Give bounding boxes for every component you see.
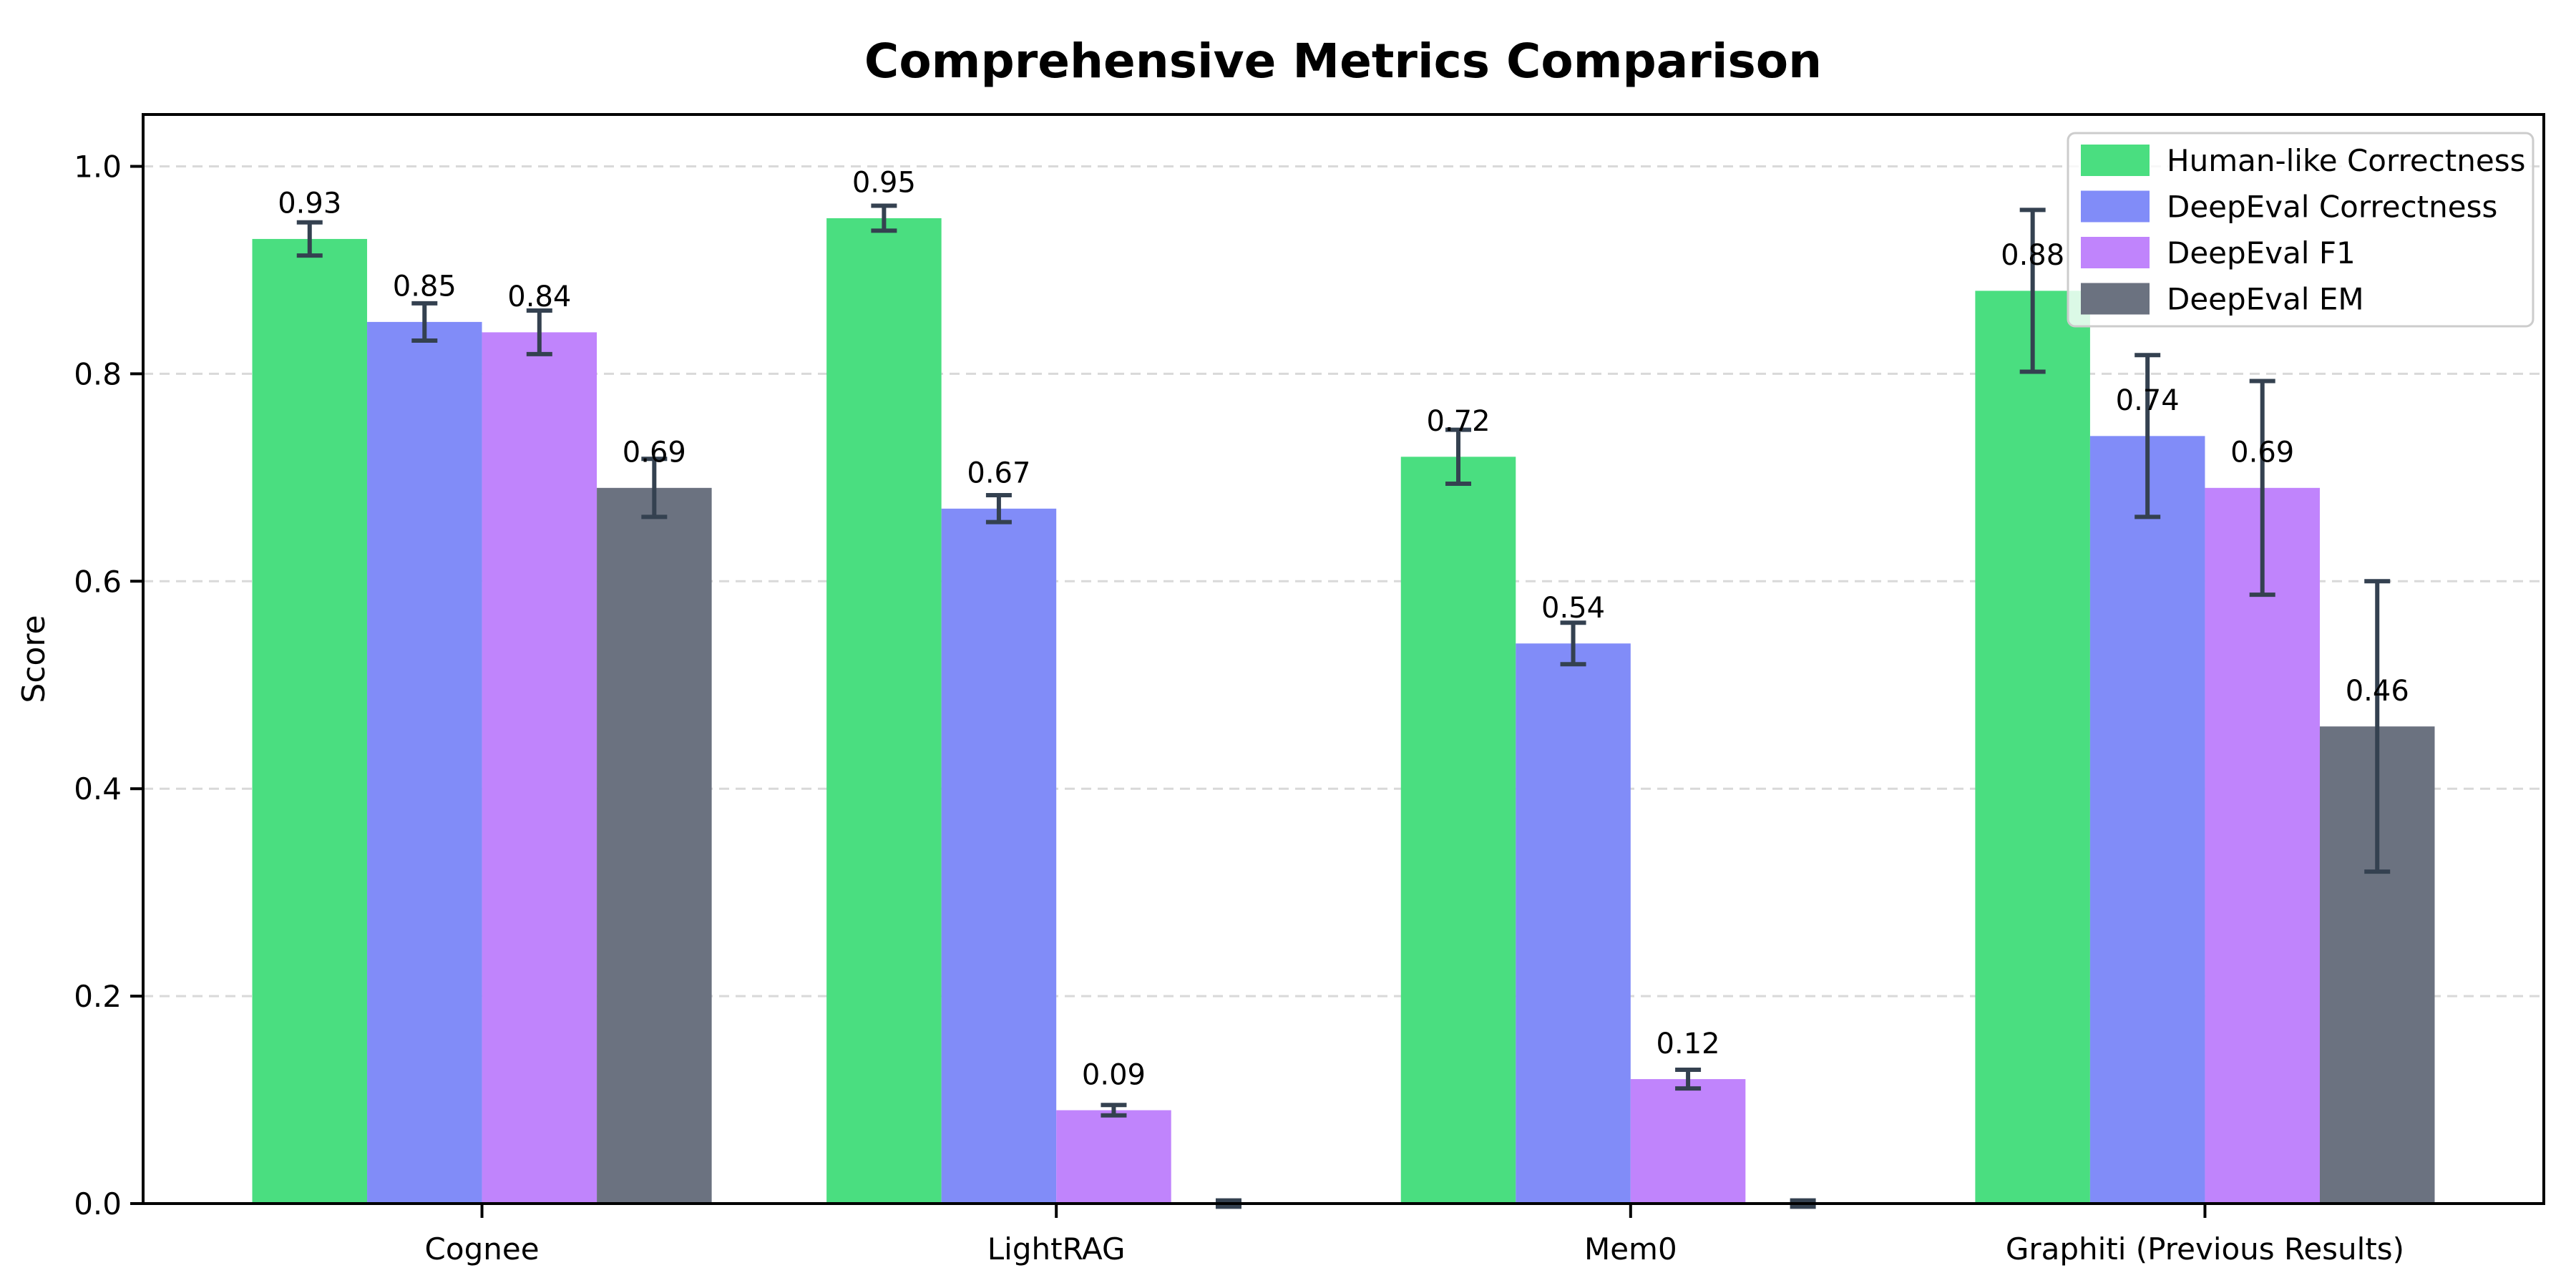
bar-value-label: 0.88 xyxy=(2001,239,2064,272)
bar-value-label: 0.69 xyxy=(623,436,686,469)
chart-title: Comprehensive Metrics Comparison xyxy=(864,34,1822,89)
legend-swatch xyxy=(2081,283,2150,315)
bar xyxy=(1975,291,2090,1204)
y-tick-label: 0.6 xyxy=(74,564,122,599)
y-tick-label: 0.0 xyxy=(74,1186,122,1221)
bar xyxy=(2089,436,2205,1204)
bar xyxy=(1400,457,1516,1204)
y-tick-label: 0.2 xyxy=(74,979,122,1014)
y-tick-label: 0.8 xyxy=(74,356,122,391)
error-bars-layer xyxy=(296,203,2391,1209)
legend-entry-label: DeepEval Correctness xyxy=(2167,190,2497,225)
bar xyxy=(941,508,1057,1204)
legend-entry-label: DeepEval F1 xyxy=(2167,235,2356,270)
bar-value-label: 0.69 xyxy=(2230,436,2294,469)
bar-value-label: 0.67 xyxy=(967,457,1030,490)
bar-value-label: 0.09 xyxy=(1082,1058,1146,1091)
legend-swatch xyxy=(2081,145,2150,176)
legend-entry-label: Human-like Correctness xyxy=(2167,143,2526,178)
bar-value-label: 0.85 xyxy=(393,270,457,303)
bar xyxy=(2205,487,2320,1204)
legend-box xyxy=(2067,132,2534,328)
x-tick-label: Mem0 xyxy=(1584,1231,1677,1267)
bar xyxy=(597,487,712,1204)
x-tick-label: LightRAG xyxy=(987,1231,1126,1267)
bar-value-label: 0.54 xyxy=(1541,592,1605,625)
y-axis-label: Score xyxy=(16,615,52,703)
x-tick-label: Cognee xyxy=(425,1231,540,1267)
legend-swatch xyxy=(2081,237,2150,268)
x-tick-label: Graphiti (Previous Results) xyxy=(2006,1231,2404,1267)
bar-labels-layer: 0.93 0.95 0.72 0.88 0.85 0.67 0.54 0.74 0.84 0.09… xyxy=(278,167,2409,1092)
bar-value-label: 0.84 xyxy=(507,280,571,313)
bar xyxy=(826,218,942,1204)
bar-value-label: 0.46 xyxy=(2346,675,2409,708)
bar xyxy=(367,321,482,1204)
plot-border xyxy=(142,113,2545,1205)
y-tick-label: 0.4 xyxy=(74,771,122,806)
legend-swatch xyxy=(2081,190,2150,223)
legend: Human-like Correctness DeepEval Correctne… xyxy=(2067,132,2534,328)
bar-value-label: 0.74 xyxy=(2116,384,2180,417)
bar xyxy=(1056,1110,1171,1204)
axes-layer: 0.0 0.2 0.4 0.6 0.8 1.0 Cognee LightRAG Mem0 Grap… xyxy=(74,113,2545,1267)
bar-value-label: 0.72 xyxy=(1426,405,1490,438)
bar-value-label: 0.93 xyxy=(278,187,341,220)
y-tick-label: 1.0 xyxy=(74,149,122,184)
bar xyxy=(482,332,597,1204)
bar-value-label: 0.95 xyxy=(852,167,916,200)
bar-value-label: 0.12 xyxy=(1657,1028,1720,1060)
bar xyxy=(1516,643,1631,1204)
bar xyxy=(1630,1079,1746,1204)
legend-entry-label: DeepEval EM xyxy=(2167,282,2364,317)
bar xyxy=(252,238,368,1204)
bars-layer xyxy=(252,218,2435,1204)
